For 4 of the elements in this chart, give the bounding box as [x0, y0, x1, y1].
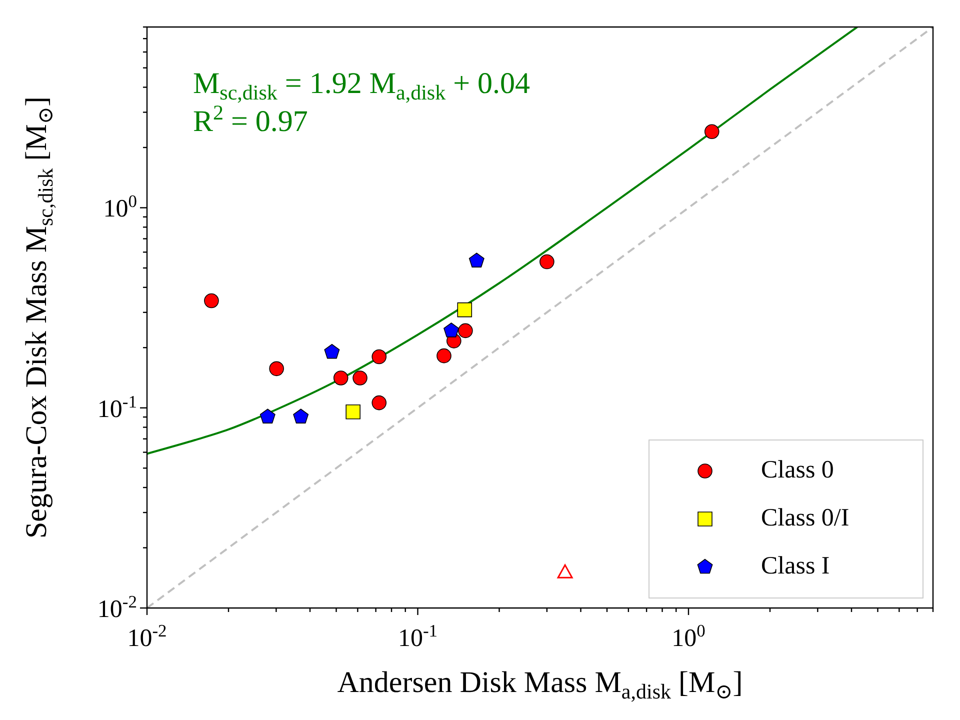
legend-label: Class 0 [761, 456, 834, 484]
legend-label: Class 0/I [761, 504, 850, 532]
y-axis-title: Segura-Cox Disk Mass Msc,disk [M⊙] [20, 96, 58, 538]
legend-label: Class I [761, 552, 830, 580]
